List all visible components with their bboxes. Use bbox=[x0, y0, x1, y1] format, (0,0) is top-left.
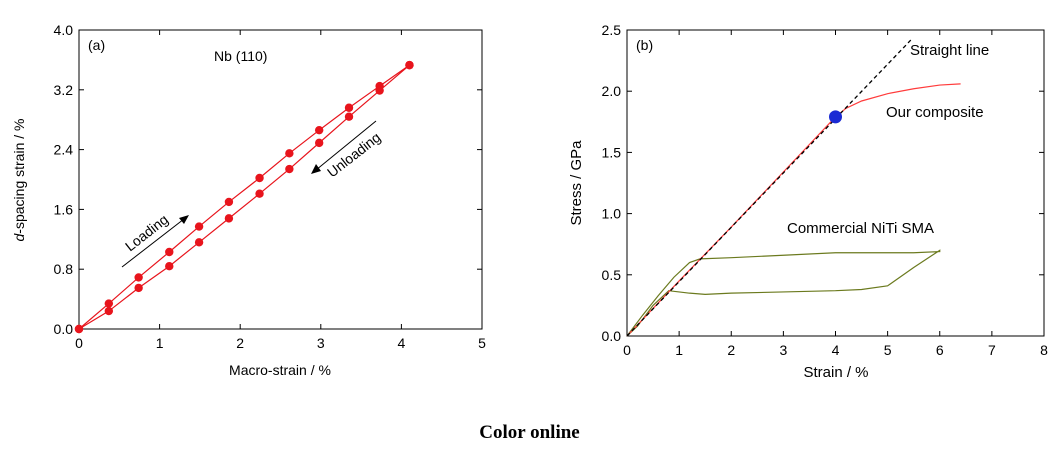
data-point bbox=[165, 262, 174, 271]
data-point bbox=[405, 60, 414, 70]
yield-marker bbox=[829, 110, 842, 124]
axis-ticks-b: 0 1 2 3 4 5 6 7 8 0.0 0.5 1.0 1.5 2.0 2.5 bbox=[602, 22, 1049, 358]
panel-label-b: (b) bbox=[636, 37, 653, 53]
data-point bbox=[104, 306, 114, 316]
y-tick-label: 0.0 bbox=[54, 321, 74, 337]
data-point bbox=[285, 149, 294, 158]
x-tick-label: 3 bbox=[317, 335, 325, 351]
y-tick-label: 0.0 bbox=[602, 328, 622, 344]
data-point bbox=[74, 324, 84, 334]
y-tick-label: 1.0 bbox=[602, 206, 622, 222]
x-tick-label: 6 bbox=[936, 342, 944, 358]
plot-frame-b bbox=[626, 29, 1045, 337]
data-point bbox=[194, 238, 204, 247]
series-line-our-composite bbox=[626, 83, 961, 337]
data-point bbox=[134, 273, 143, 282]
chart-panel-b: 0 1 2 3 4 5 6 7 8 0.0 0.5 1.0 1.5 2.0 2.5 (b) Strain /… bbox=[568, 22, 1048, 381]
x-tick-label: 2 bbox=[236, 335, 244, 351]
data-point bbox=[314, 125, 324, 135]
data-point bbox=[375, 86, 384, 95]
axis-ticks-a: 0 1 2 3 4 5 0.0 0.8 1.6 2.4 3.2 4.0 bbox=[54, 22, 487, 351]
x-tick-label: 2 bbox=[727, 342, 735, 358]
y-tick-label: 2.0 bbox=[602, 83, 622, 99]
legend-straight-line: Straight line bbox=[910, 42, 989, 59]
data-point bbox=[255, 173, 264, 183]
data-point bbox=[344, 112, 354, 121]
data-point bbox=[285, 164, 294, 174]
series-line-commercial-niti-sma bbox=[626, 249, 941, 337]
y-tick-label: 2.4 bbox=[54, 142, 74, 158]
y-tick-label: 1.5 bbox=[602, 144, 622, 160]
x-tick-label: 1 bbox=[675, 342, 683, 358]
x-axis-label-a: Macro-strain / % bbox=[229, 362, 331, 378]
loading-arrowhead bbox=[179, 215, 189, 224]
x-tick-label: 7 bbox=[988, 342, 996, 358]
x-tick-label: 4 bbox=[832, 342, 840, 358]
y-axis-label-italic-a: d bbox=[11, 232, 27, 241]
chart-panel-a: 0 1 2 3 4 5 0.0 0.8 1.6 2.4 3.2 4.0 (a) Nb (110) Ma… bbox=[11, 22, 486, 378]
x-tick-label: 0 bbox=[75, 335, 83, 351]
x-axis-label-b: Strain / % bbox=[803, 364, 868, 381]
unloading-arrow bbox=[315, 120, 377, 171]
series-line-straight-line bbox=[626, 39, 912, 337]
plot-frame-a bbox=[78, 29, 483, 330]
unloading-label: Unloading bbox=[324, 129, 384, 180]
series-line-unloading bbox=[78, 64, 410, 330]
loading-arrow bbox=[121, 218, 185, 268]
data-point bbox=[134, 283, 143, 293]
y-tick-label: 2.5 bbox=[602, 22, 622, 38]
x-tick-label: 4 bbox=[398, 335, 406, 351]
series-group-a bbox=[74, 60, 414, 334]
annotation-nb110: Nb (110) bbox=[214, 48, 267, 64]
y-tick-label: 0.8 bbox=[54, 261, 74, 277]
x-tick-label: 0 bbox=[623, 342, 631, 358]
panel-label-a: (a) bbox=[88, 37, 105, 53]
y-tick-label: 3.2 bbox=[54, 82, 74, 98]
legend-commercial-niti: Commercial NiTi SMA bbox=[787, 220, 934, 237]
x-tick-label: 5 bbox=[884, 342, 892, 358]
data-point bbox=[104, 299, 114, 308]
y-tick-label: 4.0 bbox=[54, 22, 74, 38]
y-axis-label-b: Stress / GPa bbox=[568, 140, 585, 226]
x-tick-label: 1 bbox=[156, 335, 164, 351]
figure-caption: Color online bbox=[479, 422, 580, 443]
y-tick-label: 1.6 bbox=[54, 201, 74, 217]
x-tick-label: 8 bbox=[1040, 342, 1048, 358]
y-tick-label: 0.5 bbox=[602, 267, 622, 283]
series-group-b bbox=[626, 39, 961, 337]
series-line-loading bbox=[78, 64, 410, 330]
data-point bbox=[194, 222, 204, 231]
data-point bbox=[344, 103, 354, 112]
data-point bbox=[224, 214, 234, 223]
x-tick-label: 3 bbox=[779, 342, 787, 358]
unloading-arrowhead bbox=[311, 164, 321, 174]
data-point bbox=[314, 138, 324, 148]
data-point bbox=[224, 197, 234, 207]
legend-our-composite: Our composite bbox=[886, 104, 984, 121]
y-axis-label-a: d-spacing strain / % bbox=[11, 119, 27, 242]
arrows-a bbox=[121, 120, 377, 268]
data-point bbox=[165, 247, 174, 257]
y-axis-label-rest-a: -spacing strain / % bbox=[11, 119, 27, 234]
x-tick-label: 5 bbox=[478, 335, 486, 351]
data-point bbox=[255, 189, 264, 198]
